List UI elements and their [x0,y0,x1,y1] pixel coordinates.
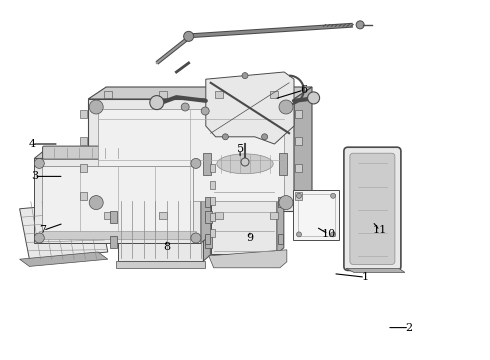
Bar [34,158,201,243]
Circle shape [150,96,164,109]
Text: 10: 10 [321,229,336,239]
Bar [118,198,203,261]
Bar [210,229,215,237]
Polygon shape [118,192,210,198]
Circle shape [191,158,201,168]
Bar [210,165,215,172]
Polygon shape [346,269,405,273]
Circle shape [279,195,293,210]
Text: 2: 2 [406,323,413,333]
Bar [295,110,302,118]
Bar [270,91,278,98]
Bar [104,212,112,219]
Polygon shape [203,192,210,261]
Bar [80,137,87,145]
Bar [159,91,168,98]
Bar [203,153,211,175]
Text: 9: 9 [246,233,253,243]
Bar [215,212,223,219]
Text: 5: 5 [237,144,244,154]
Ellipse shape [217,154,273,174]
Bar [80,192,87,199]
Bar [278,197,283,207]
Circle shape [191,233,201,243]
Bar [80,110,87,118]
FancyBboxPatch shape [297,194,335,236]
Polygon shape [20,202,108,259]
FancyBboxPatch shape [350,153,395,264]
Text: 3: 3 [31,171,38,181]
Bar [110,211,117,222]
Bar [98,109,284,201]
Text: 8: 8 [163,242,170,252]
Circle shape [308,92,319,104]
Text: 11: 11 [372,225,387,235]
Circle shape [331,193,336,198]
Bar [116,261,205,268]
Text: 4: 4 [28,139,35,149]
Circle shape [356,21,364,29]
Bar [205,234,210,244]
Bar [205,197,210,207]
Bar [215,91,223,98]
Text: 7: 7 [40,225,47,235]
Circle shape [89,100,103,114]
Polygon shape [201,150,211,243]
FancyBboxPatch shape [344,147,401,270]
Bar [159,212,168,219]
Circle shape [296,232,301,237]
Bar [205,211,212,222]
Polygon shape [209,250,287,268]
Bar [210,197,215,205]
Circle shape [34,158,44,168]
Circle shape [241,158,249,166]
Bar [210,213,215,221]
Bar [39,231,196,239]
Circle shape [184,31,194,41]
Circle shape [89,195,103,210]
Bar [295,137,302,145]
Bar [104,91,112,98]
Polygon shape [277,181,284,254]
Bar [270,212,278,219]
Bar [80,165,87,172]
Circle shape [242,73,248,78]
Polygon shape [88,87,312,99]
Circle shape [34,233,44,243]
FancyBboxPatch shape [43,146,129,159]
Ellipse shape [207,148,283,179]
Text: 1: 1 [362,272,368,282]
Bar [42,166,193,235]
Polygon shape [206,72,294,144]
Circle shape [296,193,301,198]
Bar [278,234,283,244]
Bar [295,192,302,199]
Bar [210,181,215,189]
Polygon shape [34,150,211,158]
Bar [295,165,302,172]
FancyBboxPatch shape [293,190,339,240]
Circle shape [331,232,336,237]
Circle shape [201,107,209,115]
Circle shape [279,100,293,114]
Bar [279,153,287,175]
Polygon shape [20,252,108,266]
Circle shape [262,134,268,140]
Bar [88,99,294,211]
Polygon shape [294,87,312,211]
Text: 6: 6 [300,85,307,95]
Bar [110,236,117,248]
Circle shape [181,103,189,111]
Circle shape [222,134,228,140]
Polygon shape [211,181,284,187]
Bar [211,187,277,254]
Bar [205,236,212,248]
